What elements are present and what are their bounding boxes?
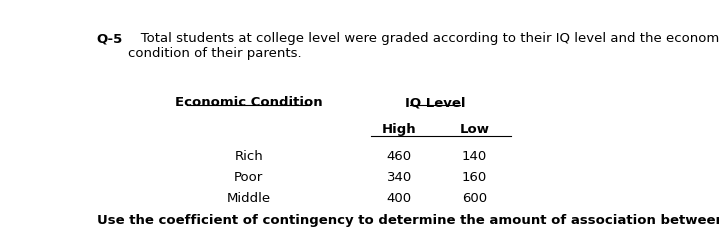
Text: Q-5: Q-5 <box>96 32 123 45</box>
Text: Middle: Middle <box>226 192 271 205</box>
Text: Rich: Rich <box>234 151 263 163</box>
Text: High: High <box>382 123 416 136</box>
Text: IQ Level: IQ Level <box>405 96 466 109</box>
Text: Low: Low <box>459 123 490 136</box>
Text: Economic Condition: Economic Condition <box>175 96 323 109</box>
Text: Poor: Poor <box>234 171 263 185</box>
Text: 600: 600 <box>462 192 487 205</box>
Text: 340: 340 <box>387 171 412 185</box>
Text: Use the coefficient of contingency to determine the amount of association betwee: Use the coefficient of contingency to de… <box>96 214 719 227</box>
Text: Total students at college level were graded according to their IQ level and the : Total students at college level were gra… <box>128 32 719 60</box>
Text: 400: 400 <box>387 192 412 205</box>
Text: 160: 160 <box>462 171 487 185</box>
Text: 460: 460 <box>387 151 412 163</box>
Text: 140: 140 <box>462 151 487 163</box>
